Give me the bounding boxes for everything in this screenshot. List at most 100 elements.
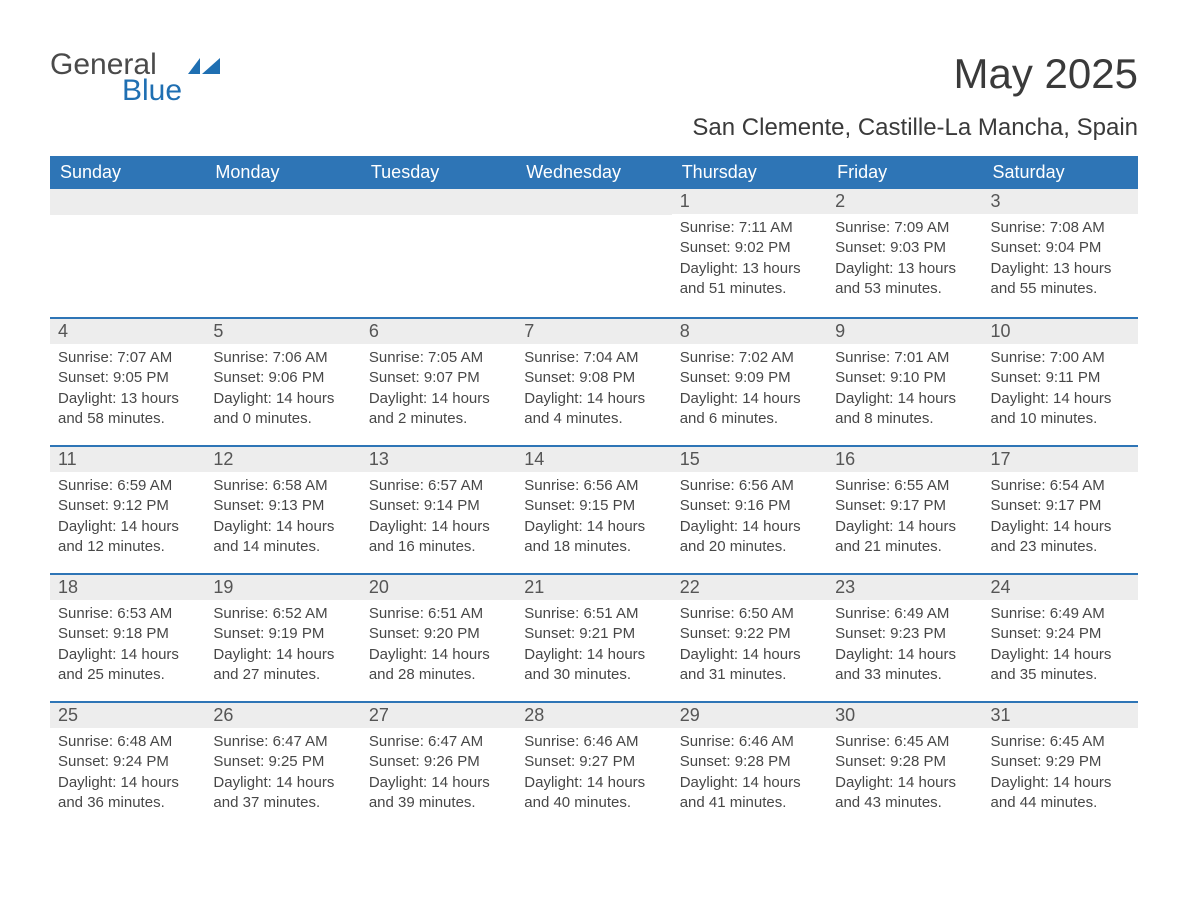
logo: General Blue <box>50 50 222 106</box>
daylight-line: Daylight: 14 hours and 2 minutes. <box>369 389 508 430</box>
daylight-line: Daylight: 14 hours and 4 minutes. <box>524 389 663 430</box>
sunrise-line: Sunrise: 6:46 AM <box>524 732 663 752</box>
day-cell: 10Sunrise: 7:00 AMSunset: 9:11 PMDayligh… <box>983 317 1138 445</box>
day-number: 26 <box>205 701 360 728</box>
day-number: 10 <box>983 317 1138 344</box>
day-details: Sunrise: 6:56 AMSunset: 9:16 PMDaylight:… <box>672 472 827 565</box>
sunrise-line: Sunrise: 6:45 AM <box>835 732 974 752</box>
empty-cell <box>516 189 671 317</box>
sunset-line: Sunset: 9:05 PM <box>58 368 197 388</box>
day-details: Sunrise: 6:59 AMSunset: 9:12 PMDaylight:… <box>50 472 205 565</box>
day-number: 21 <box>516 573 671 600</box>
day-cell: 1Sunrise: 7:11 AMSunset: 9:02 PMDaylight… <box>672 189 827 317</box>
sunset-line: Sunset: 9:20 PM <box>369 624 508 644</box>
daylight-line: Daylight: 14 hours and 18 minutes. <box>524 517 663 558</box>
day-details: Sunrise: 6:54 AMSunset: 9:17 PMDaylight:… <box>983 472 1138 565</box>
day-cell: 15Sunrise: 6:56 AMSunset: 9:16 PMDayligh… <box>672 445 827 573</box>
day-cell: 14Sunrise: 6:56 AMSunset: 9:15 PMDayligh… <box>516 445 671 573</box>
day-cell: 19Sunrise: 6:52 AMSunset: 9:19 PMDayligh… <box>205 573 360 701</box>
day-details: Sunrise: 6:51 AMSunset: 9:21 PMDaylight:… <box>516 600 671 693</box>
daylight-line: Daylight: 14 hours and 8 minutes. <box>835 389 974 430</box>
sunrise-line: Sunrise: 6:55 AM <box>835 476 974 496</box>
day-details: Sunrise: 7:06 AMSunset: 9:06 PMDaylight:… <box>205 344 360 437</box>
weekday-header: Monday <box>205 156 360 189</box>
day-details: Sunrise: 6:57 AMSunset: 9:14 PMDaylight:… <box>361 472 516 565</box>
day-cell: 16 Sunrise: 6:55 AMSunset: 9:17 PMDayligh… <box>827 445 982 573</box>
calendar-row: 18Sunrise: 6:53 AMSunset: 9:18 PMDayligh… <box>50 573 1138 701</box>
daylight-line: Daylight: 14 hours and 21 minutes. <box>835 517 974 558</box>
daylight-line: Daylight: 13 hours and 58 minutes. <box>58 389 197 430</box>
day-number: 23 <box>827 573 982 600</box>
daylight-line: Daylight: 14 hours and 41 minutes. <box>680 773 819 814</box>
day-details: Sunrise: 7:07 AMSunset: 9:05 PMDaylight:… <box>50 344 205 437</box>
empty-day-bar <box>516 189 671 215</box>
sunrise-line: Sunrise: 6:58 AM <box>213 476 352 496</box>
logo-text-blue: Blue <box>122 76 182 106</box>
day-number: 9 <box>827 317 982 344</box>
day-number: 27 <box>361 701 516 728</box>
sunrise-line: Sunrise: 7:07 AM <box>58 348 197 368</box>
day-details: Sunrise: 7:00 AMSunset: 9:11 PMDaylight:… <box>983 344 1138 437</box>
daylight-line: Daylight: 13 hours and 53 minutes. <box>835 259 974 300</box>
weekday-header: Thursday <box>672 156 827 189</box>
sunrise-line: Sunrise: 7:06 AM <box>213 348 352 368</box>
sunset-line: Sunset: 9:26 PM <box>369 752 508 772</box>
sunset-line: Sunset: 9:24 PM <box>991 624 1130 644</box>
day-number: 31 <box>983 701 1138 728</box>
empty-day-bar <box>50 189 205 215</box>
day-number: 17 <box>983 445 1138 472</box>
sunrise-line: Sunrise: 6:53 AM <box>58 604 197 624</box>
empty-cell <box>50 189 205 317</box>
calendar-row: 11Sunrise: 6:59 AMSunset: 9:12 PMDayligh… <box>50 445 1138 573</box>
day-number: 18 <box>50 573 205 600</box>
daylight-line: Daylight: 14 hours and 39 minutes. <box>369 773 508 814</box>
sunrise-line: Sunrise: 6:45 AM <box>991 732 1130 752</box>
sunset-line: Sunset: 9:10 PM <box>835 368 974 388</box>
day-cell: 8Sunrise: 7:02 AMSunset: 9:09 PMDaylight… <box>672 317 827 445</box>
day-details: Sunrise: 6:45 AMSunset: 9:29 PMDaylight:… <box>983 728 1138 821</box>
sunrise-line: Sunrise: 6:47 AM <box>213 732 352 752</box>
daylight-line: Daylight: 14 hours and 25 minutes. <box>58 645 197 686</box>
day-cell: 11Sunrise: 6:59 AMSunset: 9:12 PMDayligh… <box>50 445 205 573</box>
day-number: 19 <box>205 573 360 600</box>
weekday-header: Friday <box>827 156 982 189</box>
day-details: Sunrise: 6:47 AMSunset: 9:26 PMDaylight:… <box>361 728 516 821</box>
empty-cell <box>205 189 360 317</box>
day-number: 30 <box>827 701 982 728</box>
day-cell: 22Sunrise: 6:50 AMSunset: 9:22 PMDayligh… <box>672 573 827 701</box>
sunset-line: Sunset: 9:22 PM <box>680 624 819 644</box>
day-details: Sunrise: 6:53 AMSunset: 9:18 PMDaylight:… <box>50 600 205 693</box>
day-cell: 17Sunrise: 6:54 AMSunset: 9:17 PMDayligh… <box>983 445 1138 573</box>
logo-flag-icon <box>188 56 222 83</box>
day-cell: 3Sunrise: 7:08 AMSunset: 9:04 PMDaylight… <box>983 189 1138 317</box>
sunrise-line: Sunrise: 6:52 AM <box>213 604 352 624</box>
day-cell: 27Sunrise: 6:47 AMSunset: 9:26 PMDayligh… <box>361 701 516 829</box>
day-number: 5 <box>205 317 360 344</box>
sunrise-line: Sunrise: 7:00 AM <box>991 348 1130 368</box>
calendar-row: 4Sunrise: 7:07 AMSunset: 9:05 PMDaylight… <box>50 317 1138 445</box>
sunset-line: Sunset: 9:13 PM <box>213 496 352 516</box>
day-details: Sunrise: 7:05 AMSunset: 9:07 PMDaylight:… <box>361 344 516 437</box>
sunrise-line: Sunrise: 6:49 AM <box>991 604 1130 624</box>
empty-cell <box>361 189 516 317</box>
sunset-line: Sunset: 9:28 PM <box>680 752 819 772</box>
sunset-line: Sunset: 9:17 PM <box>835 496 974 516</box>
day-cell: 18Sunrise: 6:53 AMSunset: 9:18 PMDayligh… <box>50 573 205 701</box>
day-number: 3 <box>983 189 1138 214</box>
sunset-line: Sunset: 9:23 PM <box>835 624 974 644</box>
empty-day-bar <box>361 189 516 215</box>
day-details: Sunrise: 6:46 AMSunset: 9:27 PMDaylight:… <box>516 728 671 821</box>
day-details: Sunrise: 7:08 AMSunset: 9:04 PMDaylight:… <box>983 214 1138 307</box>
daylight-line: Daylight: 14 hours and 37 minutes. <box>213 773 352 814</box>
day-number: 25 <box>50 701 205 728</box>
sunrise-line: Sunrise: 6:51 AM <box>524 604 663 624</box>
day-details: Sunrise: 6:49 AMSunset: 9:23 PMDaylight:… <box>827 600 982 693</box>
day-number: 16 <box>827 445 982 472</box>
day-details: Sunrise: 6:45 AMSunset: 9:28 PMDaylight:… <box>827 728 982 821</box>
daylight-line: Daylight: 14 hours and 43 minutes. <box>835 773 974 814</box>
day-number: 6 <box>361 317 516 344</box>
sunset-line: Sunset: 9:11 PM <box>991 368 1130 388</box>
day-details: Sunrise: 6:49 AMSunset: 9:24 PMDaylight:… <box>983 600 1138 693</box>
sunrise-line: Sunrise: 6:57 AM <box>369 476 508 496</box>
sunrise-line: Sunrise: 6:54 AM <box>991 476 1130 496</box>
